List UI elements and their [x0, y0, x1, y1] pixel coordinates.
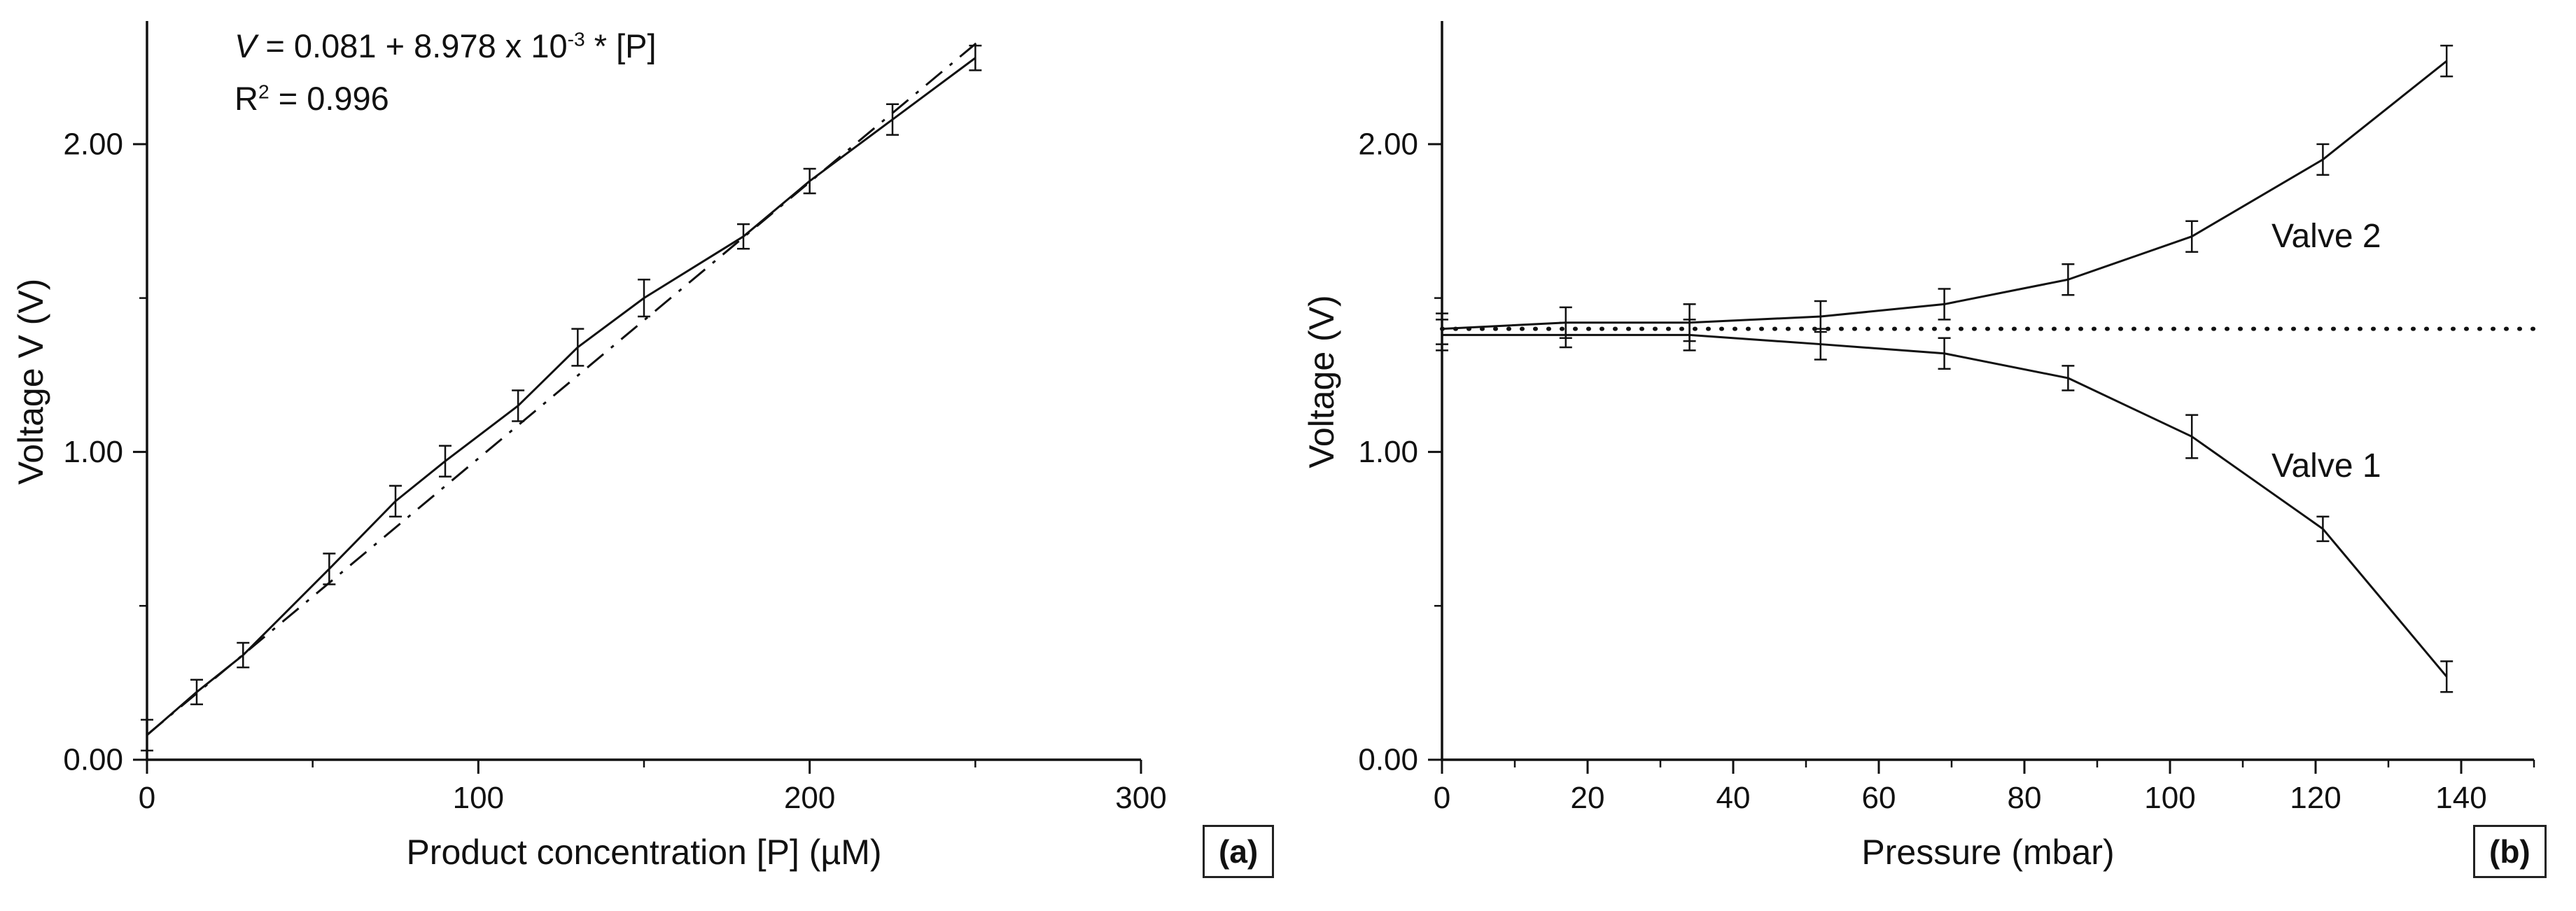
- panel-label-b: (b): [2473, 825, 2547, 878]
- svg-text:2.00: 2.00: [63, 127, 123, 161]
- svg-text:300: 300: [1115, 781, 1166, 815]
- svg-text:100: 100: [2144, 781, 2195, 815]
- svg-text:100: 100: [453, 781, 504, 815]
- x-axis-label-b: Pressure (mbar): [1861, 833, 2115, 872]
- r-squared-exponent: 2: [258, 80, 270, 103]
- svg-text:140: 140: [2435, 781, 2486, 815]
- svg-text:0.00: 0.00: [63, 743, 123, 777]
- svg-text:0.00: 0.00: [1358, 743, 1418, 777]
- chart-a-canvas: 0 100 200 300 0.00 1.00 2.00: [63, 21, 1167, 815]
- panel-label-a: (a): [1203, 825, 1275, 878]
- svg-text:80: 80: [2008, 781, 2042, 815]
- svg-text:60: 60: [1862, 781, 1896, 815]
- r-squared-line: R2 = 0.996: [234, 80, 389, 118]
- equation-variable: V: [234, 27, 257, 64]
- fit-annotation: V = 0.081 + 8.978 x 10-3 * [P] R2 = 0.99…: [234, 20, 657, 125]
- svg-text:0: 0: [1434, 781, 1450, 815]
- svg-text:120: 120: [2290, 781, 2341, 815]
- fit-equation: V = 0.081 + 8.978 x 10-3 * [P]: [234, 27, 657, 64]
- equation-exponent: -3: [567, 27, 585, 50]
- y-axis-label-b: Voltage (V): [1302, 295, 1341, 468]
- svg-text:20: 20: [1571, 781, 1605, 815]
- chart-b-canvas: 0 20 40 60 80 100 120 140 0.00 1.00 2.00: [1358, 21, 2536, 815]
- y-axis-label-a: Voltage V (V): [11, 278, 50, 485]
- svg-text:40: 40: [1716, 781, 1751, 815]
- valve-2-label: Valve 2: [2272, 218, 2381, 255]
- valve-1-label: Valve 1: [2272, 447, 2381, 485]
- svg-text:1.00: 1.00: [1358, 435, 1418, 469]
- svg-text:0: 0: [139, 781, 155, 815]
- svg-text:2.00: 2.00: [1358, 127, 1418, 161]
- svg-text:200: 200: [784, 781, 835, 815]
- svg-text:1.00: 1.00: [63, 435, 123, 469]
- x-axis-label-a: Product concentration [P] (µM): [406, 833, 882, 872]
